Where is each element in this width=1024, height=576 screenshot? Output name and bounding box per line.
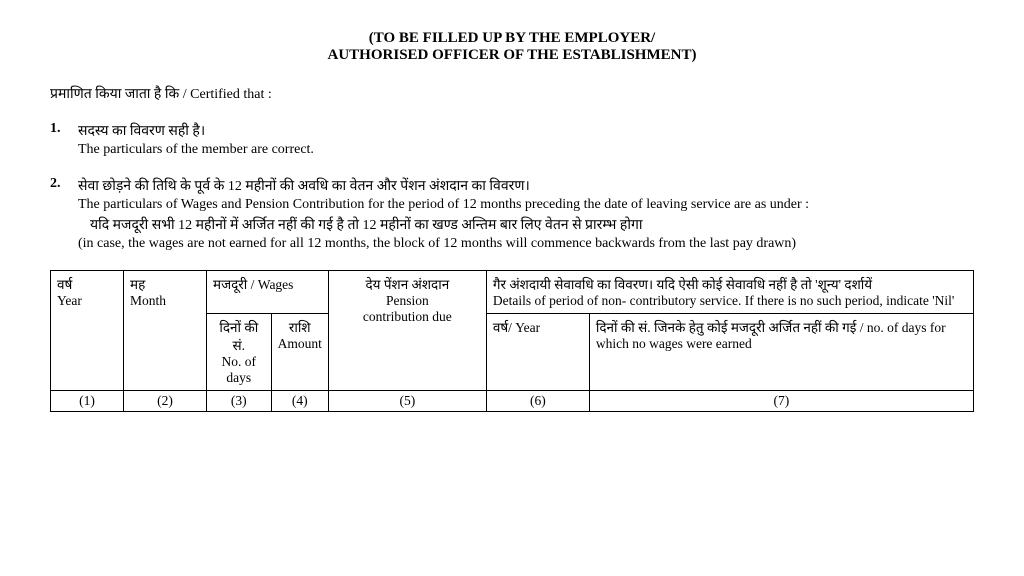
col-noncontrib: गैर अंशदायी सेवावधि का विवरण। यदि ऐसी को…	[486, 271, 973, 314]
item-1-english: The particulars of the member are correc…	[78, 142, 974, 158]
col-nc-days: दिनों की सं. जिनके हेतु कोई मजदूरी अर्जि…	[589, 314, 973, 391]
colnum-7: (7)	[589, 391, 973, 412]
table-number-row: (1) (2) (3) (4) (5) (6) (7)	[51, 391, 974, 412]
col-wages: मजदूरी / Wages	[207, 271, 329, 314]
wages-table: वर्षYear महMonth मजदूरी / Wages देय पेंश…	[50, 270, 974, 412]
item-2-number: 2.	[50, 176, 78, 254]
item-1-body: सदस्य का विवरण सही है। The particulars o…	[78, 121, 974, 160]
item-2-hindi: सेवा छोड़ने की तिथि के पूर्व के 12 महीनो…	[78, 176, 974, 195]
item-1-hindi: सदस्य का विवरण सही है।	[78, 121, 974, 140]
item-1: 1. सदस्य का विवरण सही है। The particular…	[50, 121, 974, 160]
col-pension: देय पेंशन अंशदानPensioncontribution due	[328, 271, 486, 391]
col-year: वर्षYear	[51, 271, 124, 391]
colnum-5: (5)	[328, 391, 486, 412]
colnum-4: (4)	[271, 391, 328, 412]
item-1-number: 1.	[50, 121, 78, 160]
table-header-row-1: वर्षYear महMonth मजदूरी / Wages देय पेंश…	[51, 271, 974, 314]
item-2-note-english: (in case, the wages are not earned for a…	[78, 236, 974, 252]
colnum-1: (1)	[51, 391, 124, 412]
col-days: दिनों की सं.No. of days	[207, 314, 272, 391]
colnum-3: (3)	[207, 391, 272, 412]
col-nc-year: वर्ष/ Year	[486, 314, 589, 391]
col-month: महMonth	[124, 271, 207, 391]
item-2-english: The particulars of Wages and Pension Con…	[78, 197, 974, 213]
header-line-2: AUTHORISED OFFICER OF THE ESTABLISHMENT)	[50, 47, 974, 64]
item-2: 2. सेवा छोड़ने की तिथि के पूर्व के 12 मह…	[50, 176, 974, 254]
item-2-body: सेवा छोड़ने की तिथि के पूर्व के 12 महीनो…	[78, 176, 974, 254]
certified-intro: प्रमाणित किया जाता है कि / Certified tha…	[50, 84, 974, 103]
col-amount: राशिAmount	[271, 314, 328, 391]
header-line-1: (TO BE FILLED UP BY THE EMPLOYER/	[50, 30, 974, 47]
colnum-6: (6)	[486, 391, 589, 412]
form-header: (TO BE FILLED UP BY THE EMPLOYER/ AUTHOR…	[50, 30, 974, 64]
item-2-note-hindi: यदि मजदूरी सभी 12 महीनों में अर्जित नहीं…	[90, 215, 974, 234]
colnum-2: (2)	[124, 391, 207, 412]
